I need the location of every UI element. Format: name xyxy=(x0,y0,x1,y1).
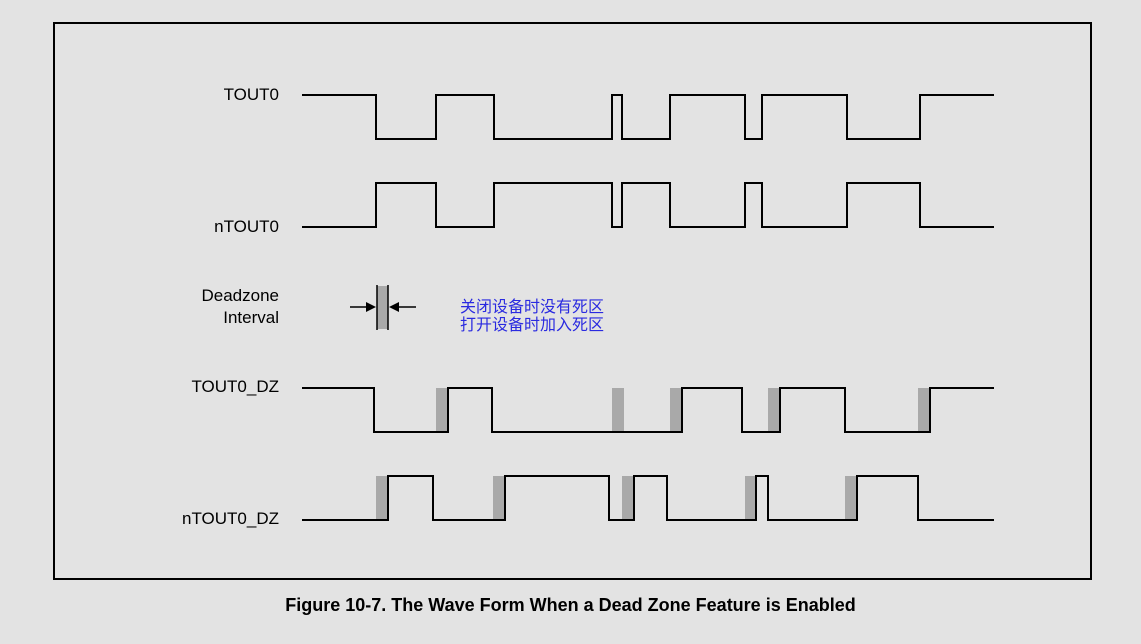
deadzone-shading-group xyxy=(376,388,930,520)
figure-caption: Figure 10-7. The Wave Form When a Dead Z… xyxy=(285,595,856,615)
deadzone-marker-fill xyxy=(377,286,388,329)
deadzone-arrow-left-icon xyxy=(366,302,376,312)
waveform-tout0-dz xyxy=(302,387,994,433)
deadzone-shade-6 xyxy=(376,476,388,520)
signal-label-tout0: TOUT0 xyxy=(223,85,279,104)
waveform-ntout0-dz xyxy=(302,475,994,521)
deadzone-shade-3 xyxy=(670,388,682,432)
deadzone-shade-2 xyxy=(612,388,624,432)
waveform-ntout0 xyxy=(302,182,994,228)
deadzone-label-line1: Deadzone xyxy=(201,286,279,305)
waveform-lines-group xyxy=(302,94,994,521)
deadzone-interval-marker xyxy=(350,285,416,330)
signal-label-ntout0-dz: nTOUT0_DZ xyxy=(182,509,279,528)
deadzone-arrow-right-icon xyxy=(389,302,399,312)
note-line1: 关闭设备时没有死区 xyxy=(460,297,605,316)
signal-label-tout0-dz: TOUT0_DZ xyxy=(191,377,279,396)
deadzone-shade-9 xyxy=(745,476,757,520)
deadzone-shade-10 xyxy=(845,476,857,520)
deadzone-shade-7 xyxy=(493,476,505,520)
waveform-tout0 xyxy=(302,94,994,140)
deadzone-shade-8 xyxy=(622,476,634,520)
signal-label-ntout0: nTOUT0 xyxy=(214,217,279,236)
note-line2: 打开设备时加入死区 xyxy=(460,315,605,334)
deadzone-shade-5 xyxy=(918,388,930,432)
deadzone-shade-4 xyxy=(768,388,780,432)
deadzone-label-line2: Interval xyxy=(223,308,279,327)
deadzone-shade-1 xyxy=(436,388,448,432)
